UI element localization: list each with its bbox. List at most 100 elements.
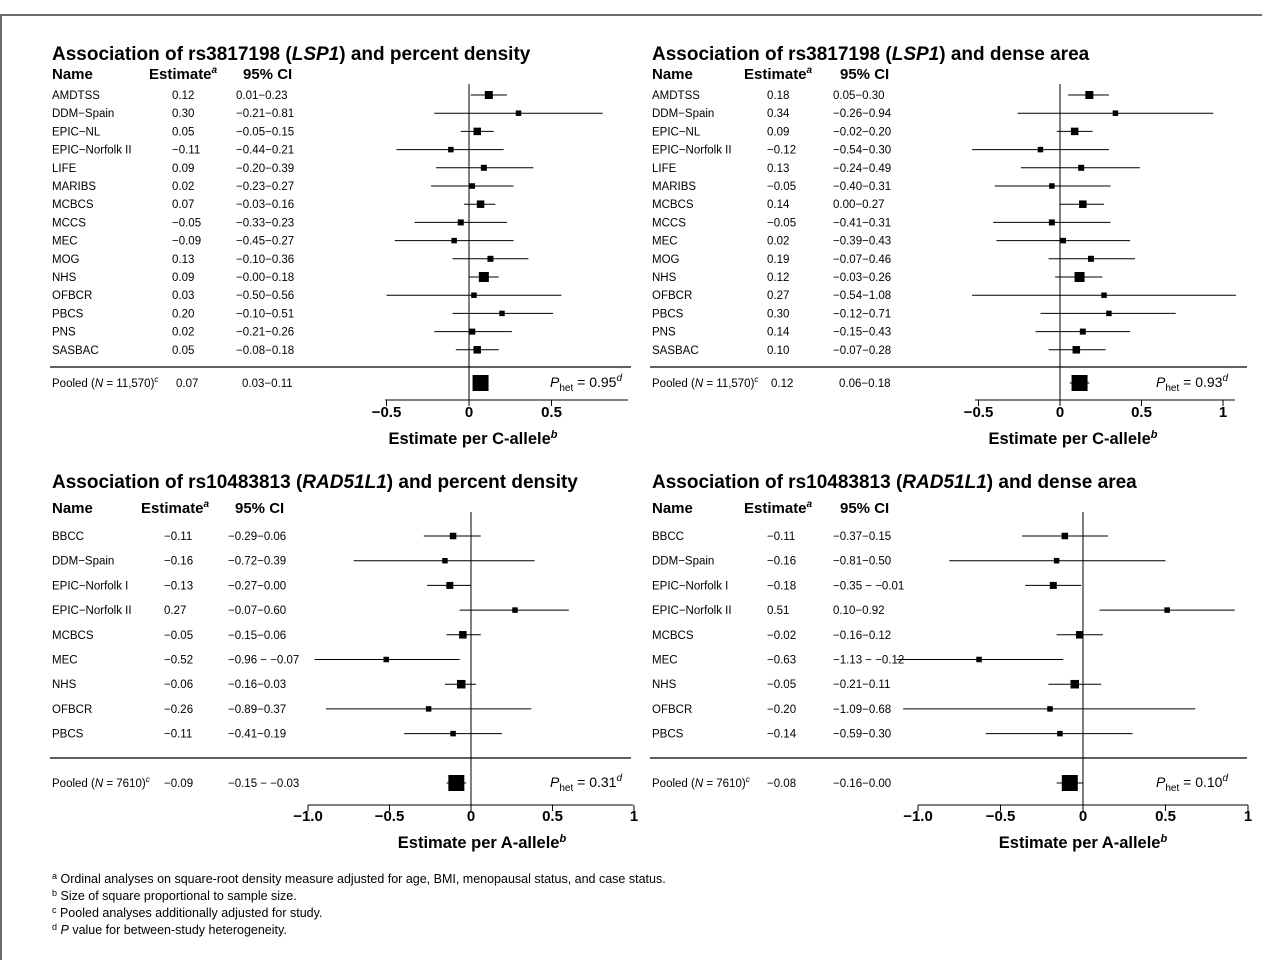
pooled-label: Pooled (N = 11,570)c <box>52 375 158 390</box>
estimate-square <box>459 631 467 639</box>
study-ci: −0.02−0.20 <box>833 126 891 138</box>
study-estimate: 0.13 <box>172 254 194 266</box>
study-ci: 0.01−0.23 <box>236 90 287 102</box>
study-ci: −0.23−0.27 <box>236 181 294 193</box>
x-axis: −1.0 −0.5 0 0.5 1 <box>903 804 1252 825</box>
study-row: MCBCS 0.14 0.00−0.27 <box>652 199 1105 211</box>
study-estimate: −0.12 <box>767 145 796 157</box>
study-estimate: 0.18 <box>767 90 789 102</box>
footnote-b: b Size of square proportional to sample … <box>52 888 297 904</box>
p-het-label: Phet = 0.10d <box>1156 773 1228 794</box>
estimate-square <box>451 237 457 244</box>
study-row: PBCS 0.20 −0.10−0.51 <box>52 308 554 320</box>
forest-panel-1: Association of rs3817198 (LSP1) and perc… <box>50 44 631 448</box>
x-axis: −0.5 0 0.5 1 <box>964 399 1235 421</box>
column-header-estimate: Estimatea <box>744 499 813 517</box>
study-ci: −0.39−0.43 <box>833 236 891 248</box>
study-row: NHS 0.09 −0.00−0.18 <box>52 272 499 284</box>
study-row: EPIC−NL 0.09 −0.02−0.20 <box>652 126 1093 138</box>
pooled-row: Pooled (N = 7610)c −0.09 −0.15 − −0.03 <box>52 775 467 791</box>
study-name: EPIC−Norfolk II <box>52 605 132 617</box>
pooled-label: Pooled (N = 7610)c <box>52 775 150 790</box>
study-row: EPIC−Norfolk II 0.27 −0.07−0.60 <box>52 605 569 617</box>
study-name: OFBCR <box>52 290 92 302</box>
column-header-estimate: Estimatea <box>149 65 218 83</box>
pooled-ci: −0.16−0.00 <box>833 778 891 790</box>
estimate-square <box>457 219 464 226</box>
estimate-square <box>1048 219 1055 226</box>
study-ci: −0.10−0.51 <box>236 308 294 320</box>
x-tick-label: 0.5 <box>1155 808 1176 825</box>
study-estimate: −0.05 <box>172 217 201 229</box>
study-ci: −0.05−0.15 <box>236 126 294 138</box>
study-estimate: −0.06 <box>164 679 193 691</box>
column-header-ci: 95% CI <box>840 66 889 83</box>
estimate-square <box>1049 581 1057 589</box>
footnotes: a Ordinal analyses on square-root densit… <box>52 871 666 939</box>
study-estimate: 0.12 <box>172 90 194 102</box>
study-estimate: −0.11 <box>172 145 200 157</box>
study-row: MCCS −0.05 −0.41−0.31 <box>652 217 1111 229</box>
study-name: MCBCS <box>52 199 94 211</box>
estimate-square <box>1085 91 1094 99</box>
study-name: DDM−Spain <box>652 556 714 568</box>
study-row: PNS 0.02 −0.21−0.26 <box>52 327 512 339</box>
study-ci: −0.24−0.49 <box>833 163 891 175</box>
study-estimate: −0.16 <box>767 556 796 568</box>
study-row: EPIC−Norfolk II −0.12 −0.54−0.30 <box>652 145 1109 157</box>
estimate-square <box>480 164 487 171</box>
study-ci: −0.44−0.21 <box>236 145 294 157</box>
study-estimate: −0.13 <box>164 580 193 592</box>
p-het-label: Phet = 0.31d <box>550 773 622 794</box>
study-estimate: −0.11 <box>164 729 192 741</box>
estimate-square <box>450 730 456 737</box>
study-ci: −0.41−0.31 <box>833 217 891 229</box>
x-tick-label: 0.5 <box>541 404 562 421</box>
column-header-ci: 95% CI <box>243 66 292 83</box>
study-estimate: −0.05 <box>767 679 796 691</box>
study-estimate: −0.02 <box>767 630 796 642</box>
pooled-square <box>448 775 465 791</box>
x-tick-label: 1 <box>1244 808 1252 825</box>
study-row: AMDTSS 0.12 0.01−0.23 <box>52 90 507 102</box>
estimate-square <box>1047 706 1053 712</box>
estimate-square <box>1106 310 1112 317</box>
pooled-estimate: −0.08 <box>767 778 796 790</box>
study-row: MEC −0.52 −0.96 − −0.07 <box>52 655 460 667</box>
estimate-square <box>1072 346 1081 354</box>
study-name: MCBCS <box>52 630 94 642</box>
study-name: DDM−Spain <box>52 108 114 120</box>
estimate-square <box>473 346 481 354</box>
study-name: SASBAC <box>52 345 99 357</box>
study-row: NHS −0.06 −0.16−0.03 <box>52 679 476 691</box>
study-ci: −0.40−0.31 <box>833 181 891 193</box>
study-name: LIFE <box>52 163 77 175</box>
study-estimate: 0.09 <box>172 272 194 284</box>
study-ci: 0.10−0.92 <box>833 605 884 617</box>
study-ci: −0.07−0.60 <box>228 605 286 617</box>
x-axis: −0.5 0 0.5 <box>372 399 628 421</box>
study-estimate: −0.63 <box>767 655 796 667</box>
panel-title: Association of rs3817198 (LSP1) and dens… <box>652 44 1090 65</box>
study-estimate: −0.20 <box>767 704 796 716</box>
estimate-square <box>1049 183 1055 189</box>
x-tick-label: 0 <box>465 404 473 421</box>
study-ci: 0.05−0.30 <box>833 90 884 102</box>
column-header-estimate: Estimatea <box>141 499 210 517</box>
study-row: PNS 0.14 −0.15−0.43 <box>652 327 1131 339</box>
study-row: PBCS 0.30 −0.12−0.71 <box>652 308 1176 320</box>
study-name: NHS <box>52 679 77 691</box>
study-estimate: 0.02 <box>172 181 194 193</box>
study-estimate: 0.12 <box>767 272 789 284</box>
study-ci: −1.09−0.68 <box>833 704 891 716</box>
study-row: EPIC−Norfolk II 0.51 0.10−0.92 <box>652 605 1235 617</box>
study-row: DDM−Spain −0.16 −0.72−0.39 <box>52 556 535 568</box>
x-tick-label: 0.5 <box>542 808 563 825</box>
study-estimate: 0.19 <box>767 254 789 266</box>
column-header-name: Name <box>652 500 693 517</box>
study-name: DDM−Spain <box>652 108 714 120</box>
study-estimate: 0.27 <box>164 605 186 617</box>
study-ci: −0.41−0.19 <box>228 729 286 741</box>
study-row: LIFE 0.09 −0.20−0.39 <box>52 163 534 175</box>
p-het-label: Phet = 0.95d <box>550 373 622 394</box>
